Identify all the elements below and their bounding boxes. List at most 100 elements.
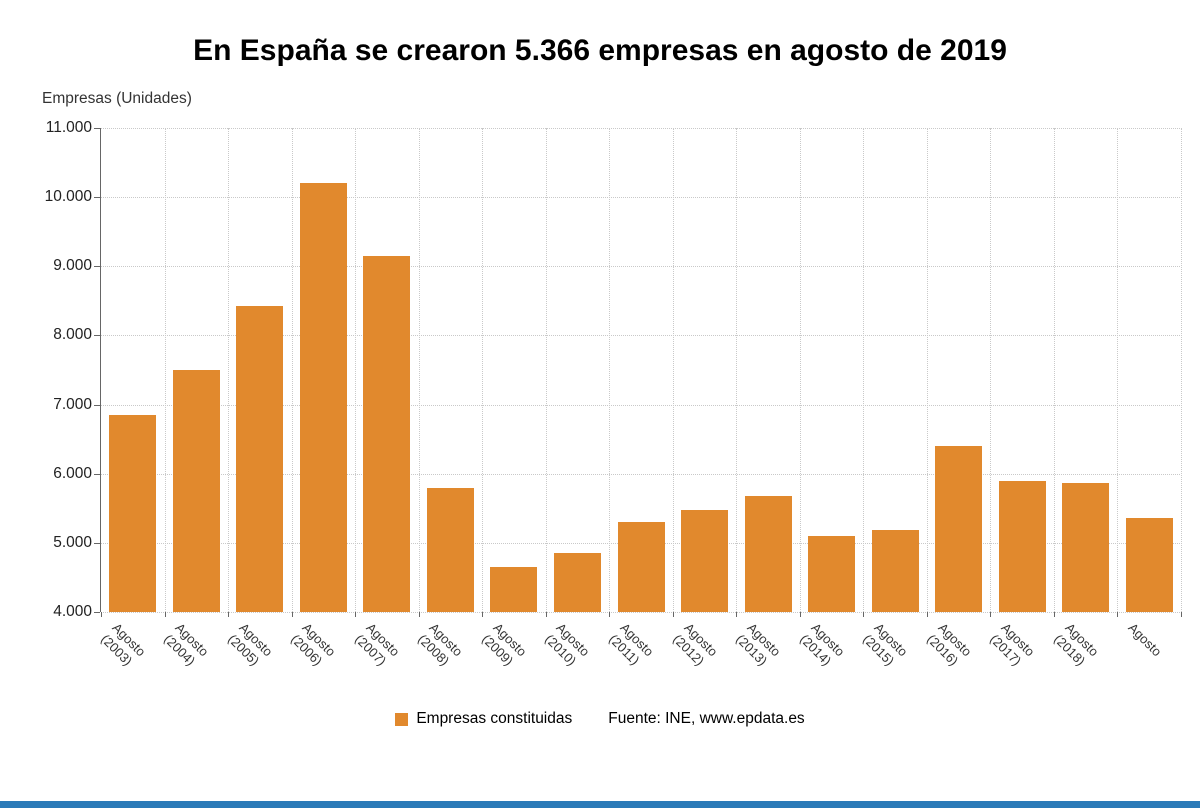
plot-area [100,128,1182,617]
bar[interactable] [808,535,856,612]
bar[interactable] [426,487,474,612]
x-tick-mark [1181,612,1182,617]
y-tick-label: 4.000 [53,603,92,620]
bar[interactable] [1062,482,1110,612]
h-gridline [101,266,1180,268]
y-tick-label: 10.000 [44,188,92,206]
y-tick-mark [94,197,100,199]
x-tick-mark [926,612,928,617]
bar[interactable] [998,480,1046,612]
v-gridline [1053,128,1055,612]
v-gridline [164,128,166,612]
v-gridline [863,128,865,612]
bar[interactable] [553,553,601,612]
h-gridline [101,473,1180,475]
x-axis-label: Agosto (2016) [923,620,975,669]
y-tick-mark [94,266,100,268]
bar[interactable] [490,567,538,612]
v-gridline [1181,128,1182,612]
x-tick-mark [418,612,420,617]
bar[interactable] [109,414,157,612]
x-axis-label: Agosto (2017) [987,620,1038,669]
x-axis-label: Agosto (2004) [161,620,212,669]
bar[interactable] [1125,517,1173,612]
x-axis-label: Agosto (2010) [542,620,594,669]
x-tick-mark [355,612,357,617]
v-gridline [990,128,992,612]
x-axis-label: Agosto (2009) [479,620,530,669]
bar[interactable] [236,306,284,612]
v-gridline [418,128,420,612]
v-gridline [545,128,547,612]
x-tick-mark [291,612,293,617]
y-tick-label: 5.000 [53,533,92,551]
x-tick-mark [863,612,865,617]
y-tick-label: 7.000 [53,395,92,413]
y-tick-mark [94,542,100,544]
x-axis-label: Agosto (2011) [606,620,657,668]
x-axis-label: Agosto (2008) [415,620,467,669]
x-tick-mark [609,612,611,617]
x-axis-label: Agosto (2013) [733,620,784,669]
y-tick-mark [94,612,100,613]
x-axis-label: Agosto (2015) [860,620,911,669]
h-gridline [101,404,1180,406]
x-axis-label: Agosto [1125,620,1165,660]
x-axis-label: Agosto (2005) [224,620,276,669]
x-tick-mark [799,612,801,617]
h-gridline [101,612,1180,613]
source-text: Fuente: INE, www.epdata.es [608,710,805,727]
y-tick-mark [94,335,100,337]
bar[interactable] [299,183,347,612]
legend-swatch-icon [395,712,409,726]
y-tick-label: 11.000 [45,119,92,136]
v-gridline [228,128,230,612]
y-tick-mark [94,128,100,129]
x-axis-label: Agosto (2006) [288,620,339,669]
x-axis-label: Agosto (2014) [796,620,848,669]
x-tick-mark [1117,612,1119,617]
x-tick-mark [990,612,992,617]
x-tick-mark [545,612,547,617]
x-tick-mark [1053,612,1055,617]
chart-title: En España se crearon 5.366 empresas en a… [193,34,1007,67]
bar[interactable] [744,495,792,612]
y-tick-mark [94,473,100,475]
bar[interactable] [172,370,220,612]
v-gridline [1117,128,1119,612]
v-gridline [926,128,928,612]
v-gridline [799,128,801,612]
y-axis-title: Empresas (Unidades) [42,90,192,107]
bar[interactable] [871,530,919,612]
bar[interactable] [681,510,729,612]
v-gridline [355,128,357,612]
x-tick-mark [672,612,674,617]
x-tick-mark [164,612,166,617]
x-tick-mark [736,612,738,617]
x-tick-mark [228,612,230,617]
v-gridline [482,128,484,612]
bar[interactable] [617,522,665,612]
legend-item[interactable]: Empresas constituidas [395,710,572,728]
x-tick-mark [101,612,102,617]
v-gridline [672,128,674,612]
y-tick-label: 6.000 [53,464,92,482]
h-gridline [101,197,1180,199]
legend-label: Empresas constituidas [416,710,573,727]
y-tick-mark [94,404,100,406]
v-gridline [609,128,611,612]
bar[interactable] [935,446,983,612]
h-gridline [101,335,1180,337]
x-tick-mark [482,612,484,617]
v-gridline [291,128,293,612]
h-gridline [101,128,1180,129]
bar[interactable] [363,255,411,612]
x-axis-label: Agosto (2018) [1050,620,1102,669]
y-tick-label: 8.000 [53,326,92,344]
v-gridline [736,128,738,612]
x-axis-label: Agosto (2007) [351,620,403,669]
x-axis-label: Agosto (2003) [97,620,149,669]
bottom-accent-bar [0,801,1200,808]
x-axis-label: Agosto (2012) [669,620,721,669]
